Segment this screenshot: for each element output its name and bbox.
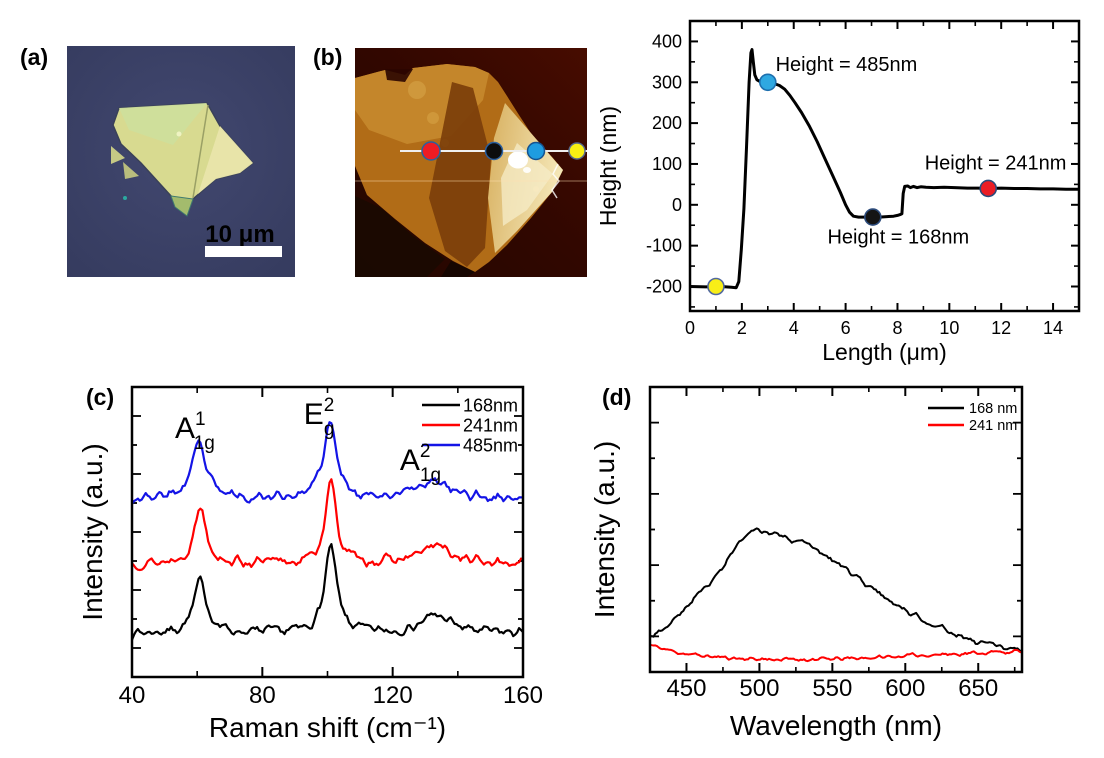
y-tick-label: 300 bbox=[652, 72, 682, 92]
legend-label: 485nm bbox=[463, 435, 518, 455]
legend-label: 168nm bbox=[463, 395, 518, 415]
x-tick-label: 120 bbox=[373, 682, 413, 709]
profile-marker bbox=[864, 208, 882, 226]
y-axis-label: Intensity (a.u.) bbox=[590, 441, 620, 618]
afm-marker-yellow bbox=[568, 142, 586, 160]
x-tick-label: 8 bbox=[892, 318, 902, 338]
annotation: Height = 241nm bbox=[925, 153, 1067, 175]
y-tick-label: 400 bbox=[652, 31, 682, 51]
plot-frame bbox=[130, 385, 525, 679]
legend-label: 241nm bbox=[463, 415, 518, 435]
y-tick-label: -200 bbox=[646, 276, 682, 296]
afm-dark-notch-bottom bbox=[441, 261, 475, 277]
annotation: Height = 168nm bbox=[827, 227, 969, 249]
x-tick-label: 12 bbox=[991, 318, 1011, 338]
plot-frame bbox=[648, 385, 1024, 674]
optical-microscope-image: 10 μm bbox=[67, 46, 295, 277]
x-axis-label: Wavelength (nm) bbox=[730, 710, 942, 741]
afm-dark-corner-bottom-left bbox=[355, 196, 445, 277]
afm-speck bbox=[533, 186, 539, 192]
x-tick-label: 650 bbox=[958, 675, 998, 702]
profile-marker bbox=[759, 73, 777, 92]
panel-b-label: (b) bbox=[313, 44, 343, 70]
x-tick-label: 40 bbox=[119, 682, 146, 709]
panel-d-label: (d) bbox=[602, 384, 632, 410]
afm-white-blob-tail bbox=[523, 167, 531, 173]
y-axis-label: Intensity (a.u.) bbox=[77, 443, 108, 620]
legend-label: 168 nm bbox=[969, 401, 1017, 417]
series-241 nm bbox=[649, 643, 1022, 663]
afm-white-blob bbox=[508, 151, 528, 169]
afm-bright-patch-2 bbox=[427, 112, 439, 124]
flake-facet-top bbox=[119, 103, 207, 145]
x-tick-label: 80 bbox=[249, 682, 276, 709]
y-tick-label: 100 bbox=[652, 154, 682, 174]
series-line-profile bbox=[689, 48, 1079, 290]
x-tick-label: 500 bbox=[739, 675, 779, 702]
x-tick-label: 550 bbox=[812, 675, 852, 702]
afm-marker-red bbox=[421, 141, 441, 161]
scale-bar bbox=[205, 246, 282, 257]
height-profile-chart: 0 2 4 6 8 10 12 14 -200 -100 0 100 200 300 400 Height =… bbox=[600, 19, 1081, 365]
x-tick-label: 450 bbox=[666, 675, 706, 702]
teal-speck bbox=[123, 196, 127, 200]
afm-marker-black bbox=[484, 141, 504, 161]
afm-bright-patch-1 bbox=[408, 81, 426, 99]
afm-marker-blue bbox=[526, 141, 546, 161]
scale-bar-label: 10 μm bbox=[205, 221, 274, 248]
y-tick-label: -100 bbox=[646, 236, 682, 256]
series-485nm bbox=[131, 421, 524, 505]
x-tick-label: 6 bbox=[841, 318, 851, 338]
annotation: Height = 485nm bbox=[776, 54, 918, 76]
x-tick-label: 14 bbox=[1043, 318, 1063, 338]
y-axis-label: Height (nm) bbox=[600, 106, 621, 226]
y-tick-label: 200 bbox=[652, 113, 682, 133]
afm-edge-highlight bbox=[551, 163, 560, 199]
plot-frame bbox=[688, 19, 1081, 313]
afm-image bbox=[355, 48, 587, 277]
flake-crease bbox=[192, 104, 209, 199]
y-tick-label: 0 bbox=[672, 195, 682, 215]
series-241nm bbox=[131, 478, 524, 572]
legend-label: 241 nm bbox=[969, 418, 1017, 434]
x-tick-label: 10 bbox=[939, 318, 959, 338]
series-168 nm bbox=[649, 527, 1022, 653]
afm-dark-wedge bbox=[429, 82, 491, 267]
panel-a-label: (a) bbox=[20, 44, 49, 70]
x-tick-label: 600 bbox=[885, 675, 925, 702]
flake-facet-right bbox=[198, 126, 253, 194]
panel-c-label: (c) bbox=[86, 384, 115, 410]
x-tick-label: 2 bbox=[737, 318, 747, 338]
x-axis-label: Length (μm) bbox=[822, 339, 946, 365]
x-axis-label: Raman shift (cm⁻¹) bbox=[209, 712, 446, 743]
x-tick-label: 4 bbox=[789, 318, 799, 338]
flake-bright-speck bbox=[176, 131, 182, 137]
peak-label: A2 1g bbox=[400, 441, 441, 486]
flake-spur-2 bbox=[123, 162, 139, 179]
peak-label: A1 1g bbox=[175, 409, 215, 454]
peak-label: E2 g bbox=[304, 395, 335, 440]
flake-spur-1 bbox=[111, 146, 125, 164]
flake-fold bbox=[170, 195, 194, 217]
x-tick-label: 0 bbox=[685, 318, 695, 338]
profile-marker bbox=[707, 277, 725, 296]
series-168nm bbox=[130, 543, 524, 641]
profile-marker bbox=[979, 179, 998, 198]
x-tick-label: 160 bbox=[503, 682, 543, 709]
afm-dark-notch-top bbox=[385, 69, 413, 82]
